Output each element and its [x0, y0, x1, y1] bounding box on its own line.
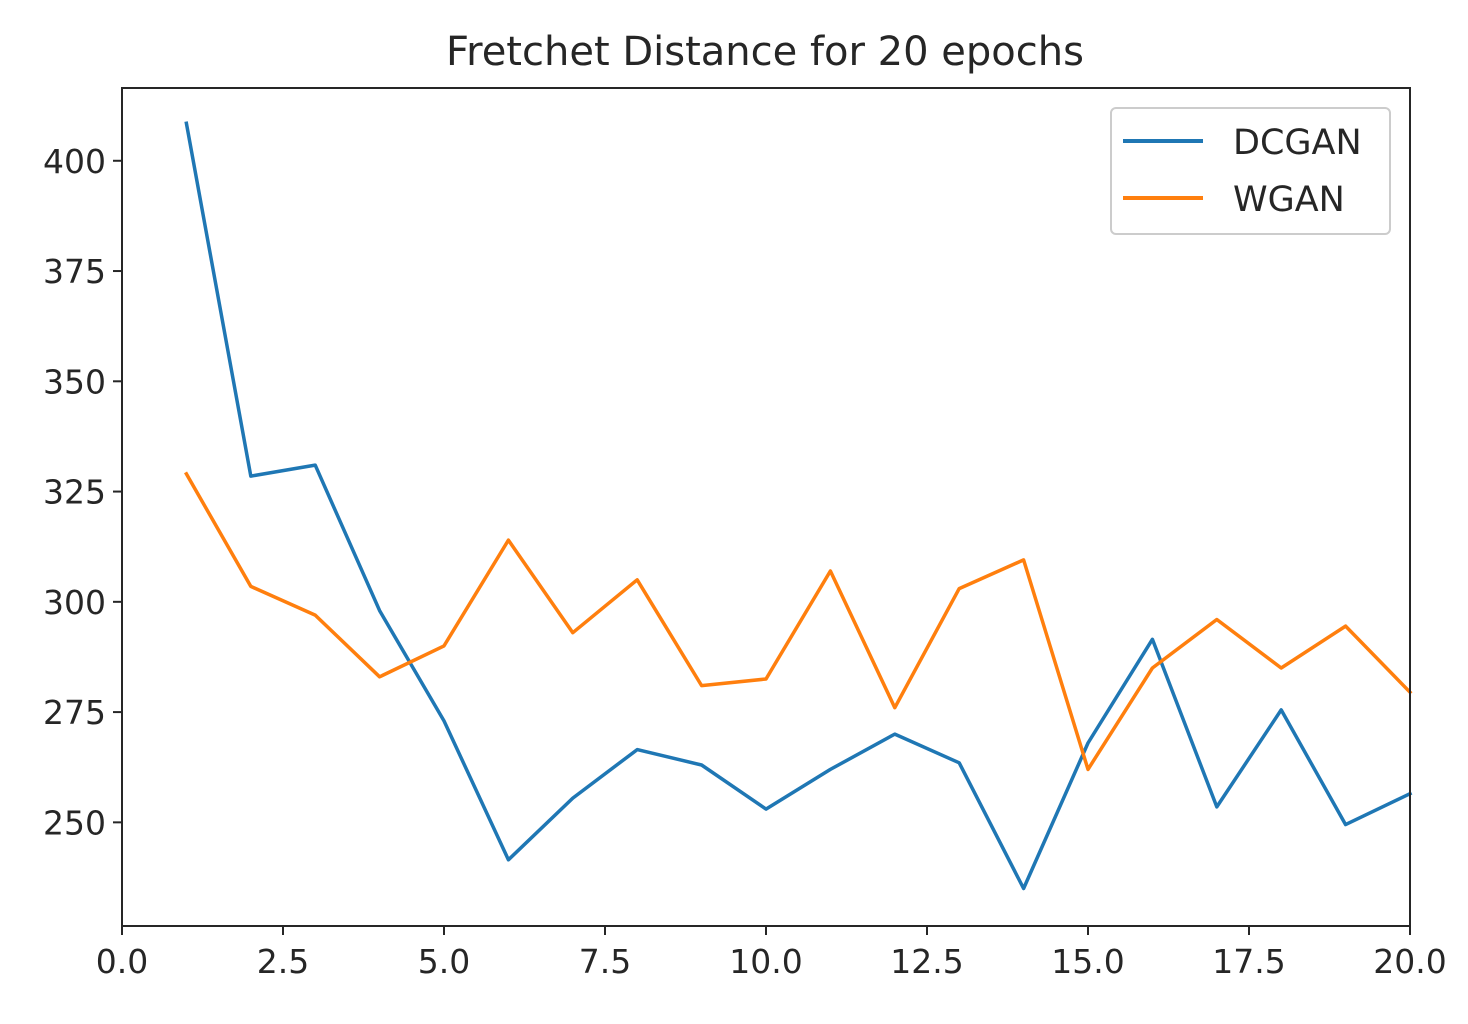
- y-tick-label: 325: [43, 473, 106, 512]
- legend-label-wgan: WGAN: [1233, 180, 1345, 220]
- legend-label-dcgan: DCGAN: [1233, 123, 1362, 163]
- x-tick-label: 20.0: [1373, 942, 1446, 981]
- legend: DCGAN WGAN: [1110, 107, 1391, 235]
- x-tick-label: 12.5: [890, 942, 963, 981]
- series-line-dcgan: [184, 121, 1413, 891]
- chart-title: Fretchet Distance for 20 epochs: [446, 29, 1084, 75]
- y-tick-label: 375: [43, 252, 106, 291]
- y-tick-label: 275: [43, 693, 106, 732]
- y-axis: 250 275 300 325 350 375 400: [43, 142, 122, 842]
- y-tick-label: 300: [43, 583, 106, 622]
- series-line-wgan: [184, 471, 1413, 772]
- x-tick-label: 10.0: [729, 942, 802, 981]
- y-tick-label: 400: [43, 142, 106, 181]
- y-tick-label: 250: [43, 803, 106, 842]
- x-tick-label: 5.0: [418, 942, 470, 981]
- x-tick-label: 0.0: [96, 942, 148, 981]
- x-tick-label: 17.5: [1212, 942, 1285, 981]
- x-tick-label: 2.5: [257, 942, 309, 981]
- y-tick-label: 350: [43, 362, 106, 401]
- x-axis: 0.0 2.5 5.0 7.5 10.0 12.5 15.0 17.5 20.0: [96, 926, 1447, 981]
- x-tick-label: 7.5: [579, 942, 631, 981]
- x-tick-label: 15.0: [1051, 942, 1124, 981]
- series-layer: [184, 121, 1413, 891]
